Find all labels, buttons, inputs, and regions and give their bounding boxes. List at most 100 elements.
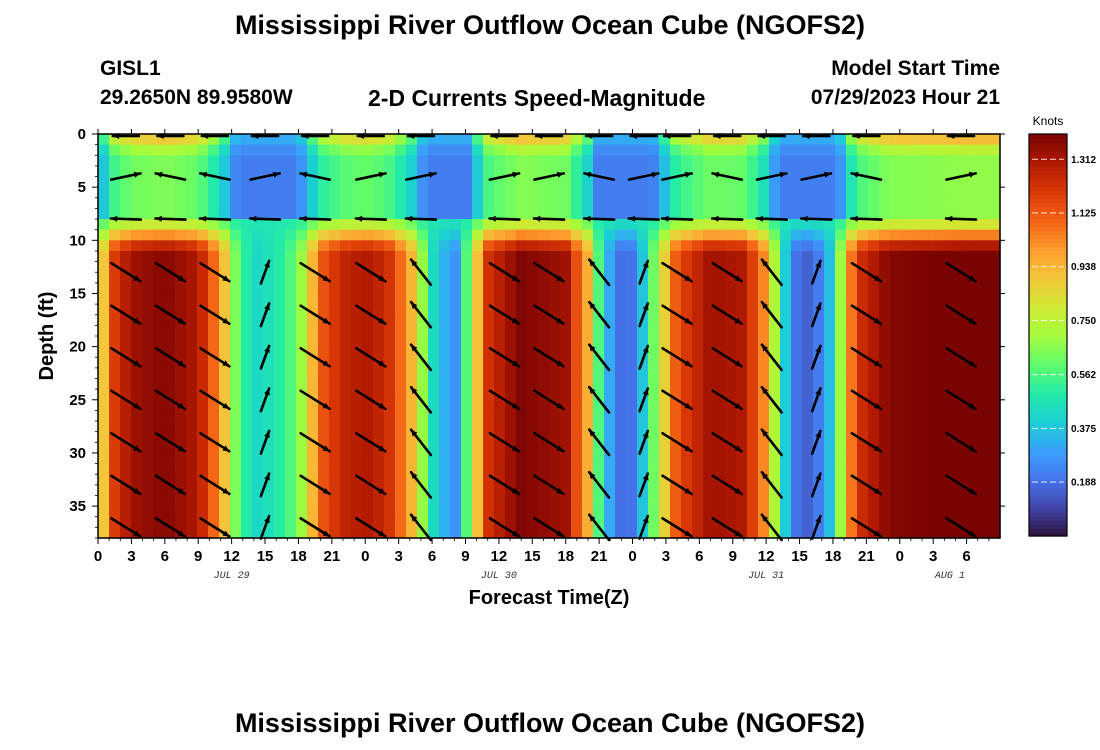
heatmap-cell xyxy=(241,346,253,358)
colorbar-unit: Knots xyxy=(1033,114,1064,128)
heatmap-cell xyxy=(890,442,902,454)
heatmap-cell xyxy=(296,463,308,475)
heatmap-cell xyxy=(978,495,990,507)
heatmap-cell xyxy=(725,197,737,210)
heatmap-cell xyxy=(472,314,484,326)
heatmap-cell xyxy=(846,272,858,284)
heatmap-cell xyxy=(483,282,495,295)
heatmap-cell xyxy=(395,187,407,199)
heatmap-cell xyxy=(901,516,913,528)
current-vector-arrow xyxy=(409,343,433,372)
heatmap-cell xyxy=(318,208,330,220)
heatmap-cell xyxy=(351,474,363,486)
heatmap-cell xyxy=(483,134,495,146)
heatmap-cell xyxy=(560,357,572,369)
heatmap-cell xyxy=(219,229,231,241)
heatmap-cell xyxy=(450,389,462,401)
heatmap-cell xyxy=(747,336,759,348)
heatmap-cell xyxy=(406,187,418,199)
heatmap-cell xyxy=(901,463,913,475)
heatmap-cell xyxy=(142,367,154,380)
heatmap-cell xyxy=(769,378,781,390)
heatmap-cell xyxy=(252,282,264,295)
heatmap-cell xyxy=(373,463,385,475)
heatmap-cell xyxy=(560,495,572,507)
heatmap-cell xyxy=(912,250,924,263)
current-vector-arrow xyxy=(945,304,977,326)
heatmap-cell xyxy=(252,134,264,146)
x-tick-label: 6 xyxy=(161,548,169,565)
heatmap-cell xyxy=(901,484,913,497)
heatmap-cell xyxy=(263,506,275,518)
heatmap-cell xyxy=(142,495,154,507)
heatmap-cell xyxy=(109,176,121,188)
heatmap-cell xyxy=(747,144,759,156)
heatmap-cell xyxy=(417,293,429,305)
heatmap-cell xyxy=(142,346,154,358)
heatmap-cell xyxy=(637,250,649,263)
heatmap-cell xyxy=(868,261,880,273)
heatmap-cell xyxy=(824,506,836,518)
heatmap-cell xyxy=(296,357,308,369)
heatmap-cell xyxy=(824,250,836,263)
current-vector-arrow xyxy=(409,470,433,499)
heatmap-cell xyxy=(912,134,924,146)
heatmap-cell xyxy=(703,208,715,220)
heatmap-cell xyxy=(472,325,484,337)
heatmap-cell xyxy=(868,304,880,316)
heatmap-cell xyxy=(120,399,132,412)
heatmap-cell xyxy=(230,314,242,326)
heatmap-cell xyxy=(483,325,495,337)
heatmap-cell xyxy=(725,187,737,199)
current-vector-arrow xyxy=(532,215,566,222)
heatmap-cell xyxy=(362,304,374,316)
heatmap-cell xyxy=(516,165,528,178)
heatmap-cell xyxy=(439,421,451,433)
heatmap-cell xyxy=(549,527,561,539)
heatmap-cell xyxy=(714,155,726,167)
heatmap-cell xyxy=(516,346,528,358)
heatmap-cell xyxy=(296,155,308,167)
heatmap-cell xyxy=(923,144,935,156)
heatmap-cell xyxy=(373,187,385,199)
colorbar-segment xyxy=(1029,375,1067,380)
heatmap-cell xyxy=(582,506,594,518)
chart-subtitle: 2-D Currents Speed-Magnitude xyxy=(368,85,706,111)
heatmap-cell xyxy=(725,378,737,390)
heatmap-cell xyxy=(604,399,616,412)
heatmap-cell xyxy=(813,410,825,422)
heatmap-cell xyxy=(439,272,451,284)
heatmap-cell xyxy=(692,304,704,316)
heatmap-cell xyxy=(406,367,418,380)
heatmap-cell xyxy=(406,463,418,475)
heatmap-cell xyxy=(813,463,825,475)
heatmap-cell xyxy=(307,134,319,146)
colorbar-segment xyxy=(1029,230,1067,236)
heatmap-cell xyxy=(395,367,407,380)
colorbar-segment xyxy=(1029,519,1067,525)
heatmap-cell xyxy=(450,155,462,167)
heatmap-cell xyxy=(681,421,693,433)
heatmap-cell xyxy=(604,293,616,305)
current-vector-arrow xyxy=(587,300,611,329)
heatmap-cell xyxy=(516,336,528,348)
heatmap-cell xyxy=(186,325,198,337)
heatmap-cell xyxy=(351,357,363,369)
heatmap-cell xyxy=(934,325,946,337)
heatmap-cell xyxy=(593,304,605,316)
heatmap-cell xyxy=(296,495,308,507)
heatmap-cell xyxy=(857,240,869,252)
heatmap-cell xyxy=(263,484,275,497)
heatmap-cell xyxy=(593,516,605,528)
current-vector-arrow xyxy=(810,514,822,540)
heatmap-cell xyxy=(472,219,484,231)
heatmap-cell xyxy=(604,463,616,475)
heatmap-cell xyxy=(98,314,110,326)
heatmap-cell xyxy=(164,155,176,167)
heatmap-cell xyxy=(252,219,264,231)
heatmap-cell xyxy=(978,314,990,326)
heatmap-cell xyxy=(923,293,935,305)
colorbar-tick-label: 0.375 xyxy=(1071,424,1096,435)
heatmap-cell xyxy=(890,336,902,348)
heatmap-cell xyxy=(131,474,143,486)
